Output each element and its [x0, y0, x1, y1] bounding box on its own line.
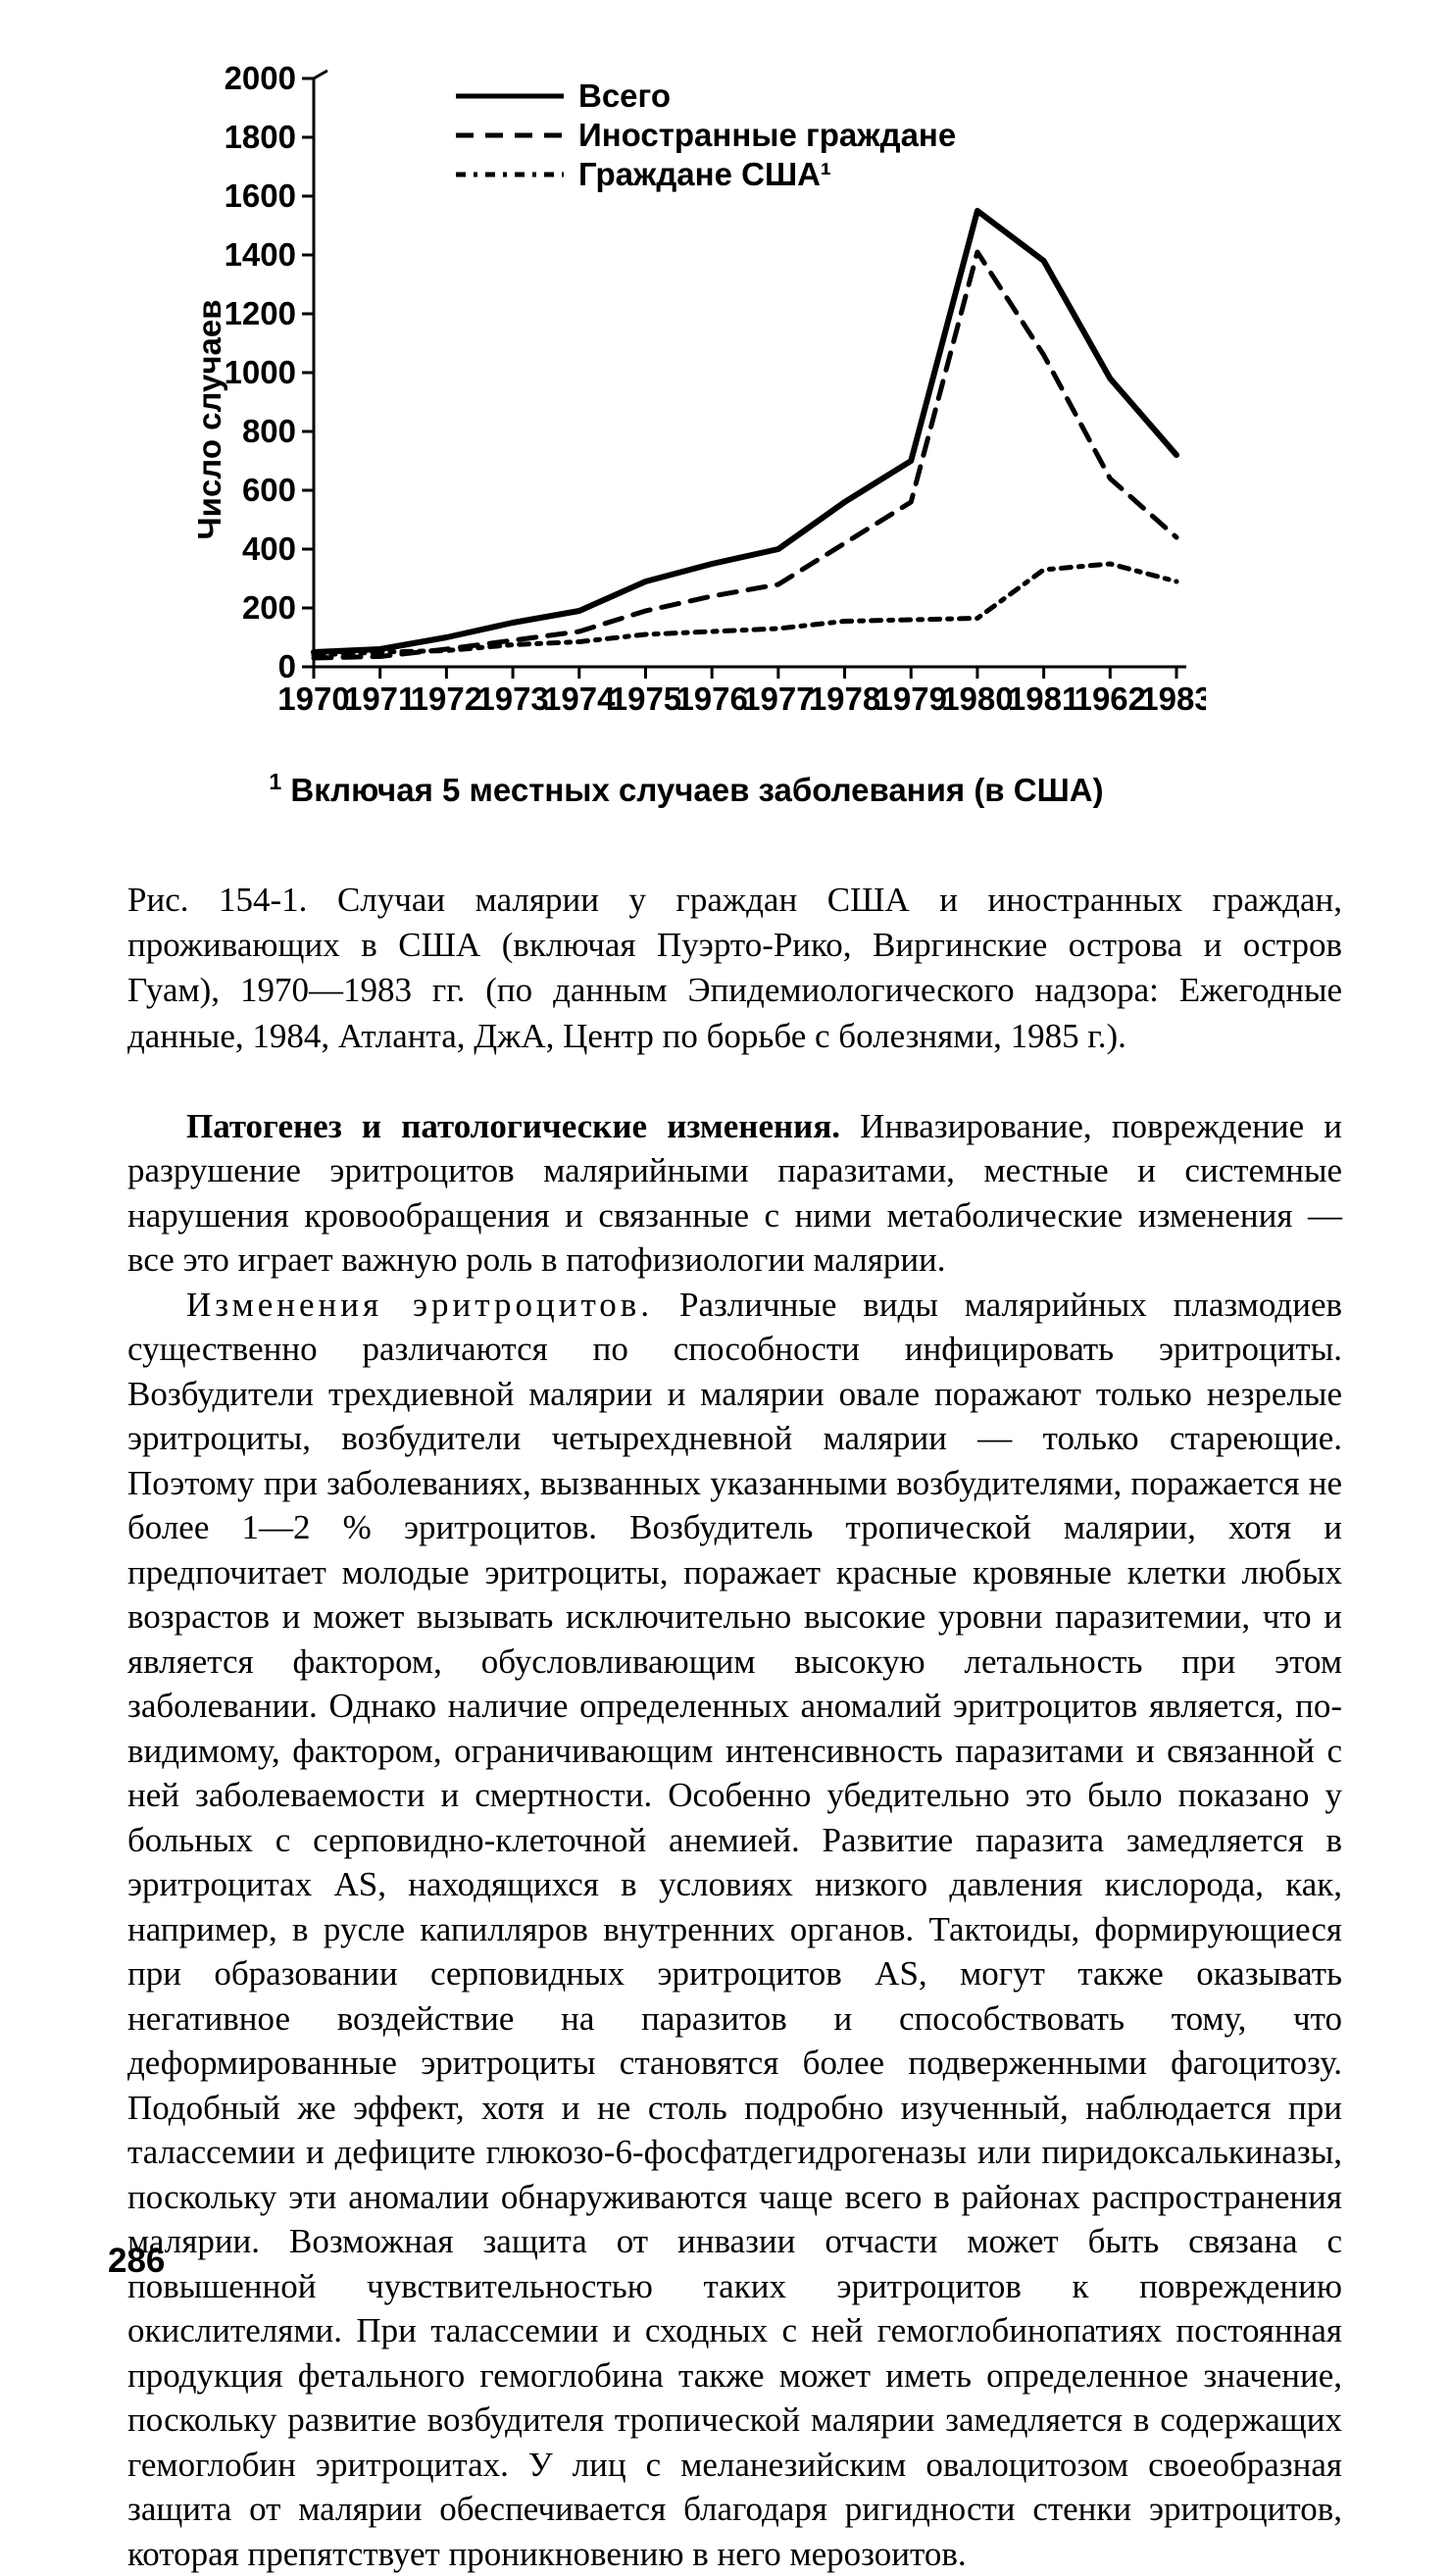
svg-text:1972: 1972 — [411, 681, 482, 717]
svg-text:1981: 1981 — [1008, 681, 1079, 717]
svg-text:2000: 2000 — [225, 60, 296, 96]
body-text: Патогенез и патологические изменения. Ин… — [127, 1104, 1342, 2576]
para2-heading: Изменения эритроцитов. — [186, 1286, 653, 1324]
svg-text:600: 600 — [242, 472, 296, 508]
svg-text:1975: 1975 — [610, 681, 681, 717]
malaria-chart: 0 200 400 600 800 1000 1200 1400 1600 1800 2000 197… — [167, 59, 1342, 809]
page: 0 200 400 600 800 1000 1200 1400 1600 1800 2000 197… — [0, 0, 1450, 2330]
svg-text:400: 400 — [242, 530, 296, 567]
chart-svg: 0 200 400 600 800 1000 1200 1400 1600 1800 2000 197… — [167, 59, 1206, 765]
svg-text:1979: 1979 — [875, 681, 947, 717]
svg-text:1974: 1974 — [543, 681, 616, 717]
svg-text:1800: 1800 — [225, 119, 296, 155]
svg-text:1973: 1973 — [476, 681, 548, 717]
footnote-sup: 1 — [269, 769, 281, 794]
svg-text:1971: 1971 — [344, 681, 416, 717]
paragraph-erythrocytes: Изменения эритроцитов. Различные виды ма… — [127, 1283, 1342, 2576]
svg-text:1400: 1400 — [225, 236, 296, 273]
svg-text:1977: 1977 — [742, 681, 814, 717]
svg-text:0: 0 — [278, 648, 296, 684]
svg-text:1983: 1983 — [1140, 681, 1206, 717]
chart-footnote: 1 Включая 5 местных случаев заболевания … — [167, 769, 1206, 809]
svg-text:1600: 1600 — [225, 177, 296, 214]
svg-text:1970: 1970 — [277, 681, 349, 717]
svg-text:1200: 1200 — [225, 295, 296, 331]
svg-text:1962: 1962 — [1075, 681, 1146, 717]
paragraph-pathogenesis: Патогенез и патологические изменения. Ин… — [127, 1104, 1342, 1283]
svg-text:Всего: Всего — [578, 77, 671, 114]
page-number: 286 — [108, 2242, 165, 2281]
svg-text:1980: 1980 — [941, 681, 1013, 717]
para1-heading: Патогенез и патологические изменения. — [186, 1107, 840, 1145]
svg-text:1976: 1976 — [675, 681, 747, 717]
svg-text:200: 200 — [242, 589, 296, 626]
svg-text:Граждане США¹: Граждане США¹ — [578, 156, 831, 192]
figure-caption: Рис. 154-1. Случаи малярии у граждан США… — [127, 878, 1342, 1059]
svg-text:800: 800 — [242, 413, 296, 449]
footnote-text: Включая 5 местных случаев заболевания (в… — [281, 772, 1103, 808]
svg-text:Число случаев: Число случаев — [191, 299, 227, 539]
svg-text:1978: 1978 — [809, 681, 880, 717]
svg-text:Иностранные граждане: Иностранные граждане — [578, 117, 956, 153]
svg-text:1000: 1000 — [225, 354, 296, 390]
para2-text: Различные виды малярийных плазмодиев сущ… — [127, 1286, 1342, 2573]
